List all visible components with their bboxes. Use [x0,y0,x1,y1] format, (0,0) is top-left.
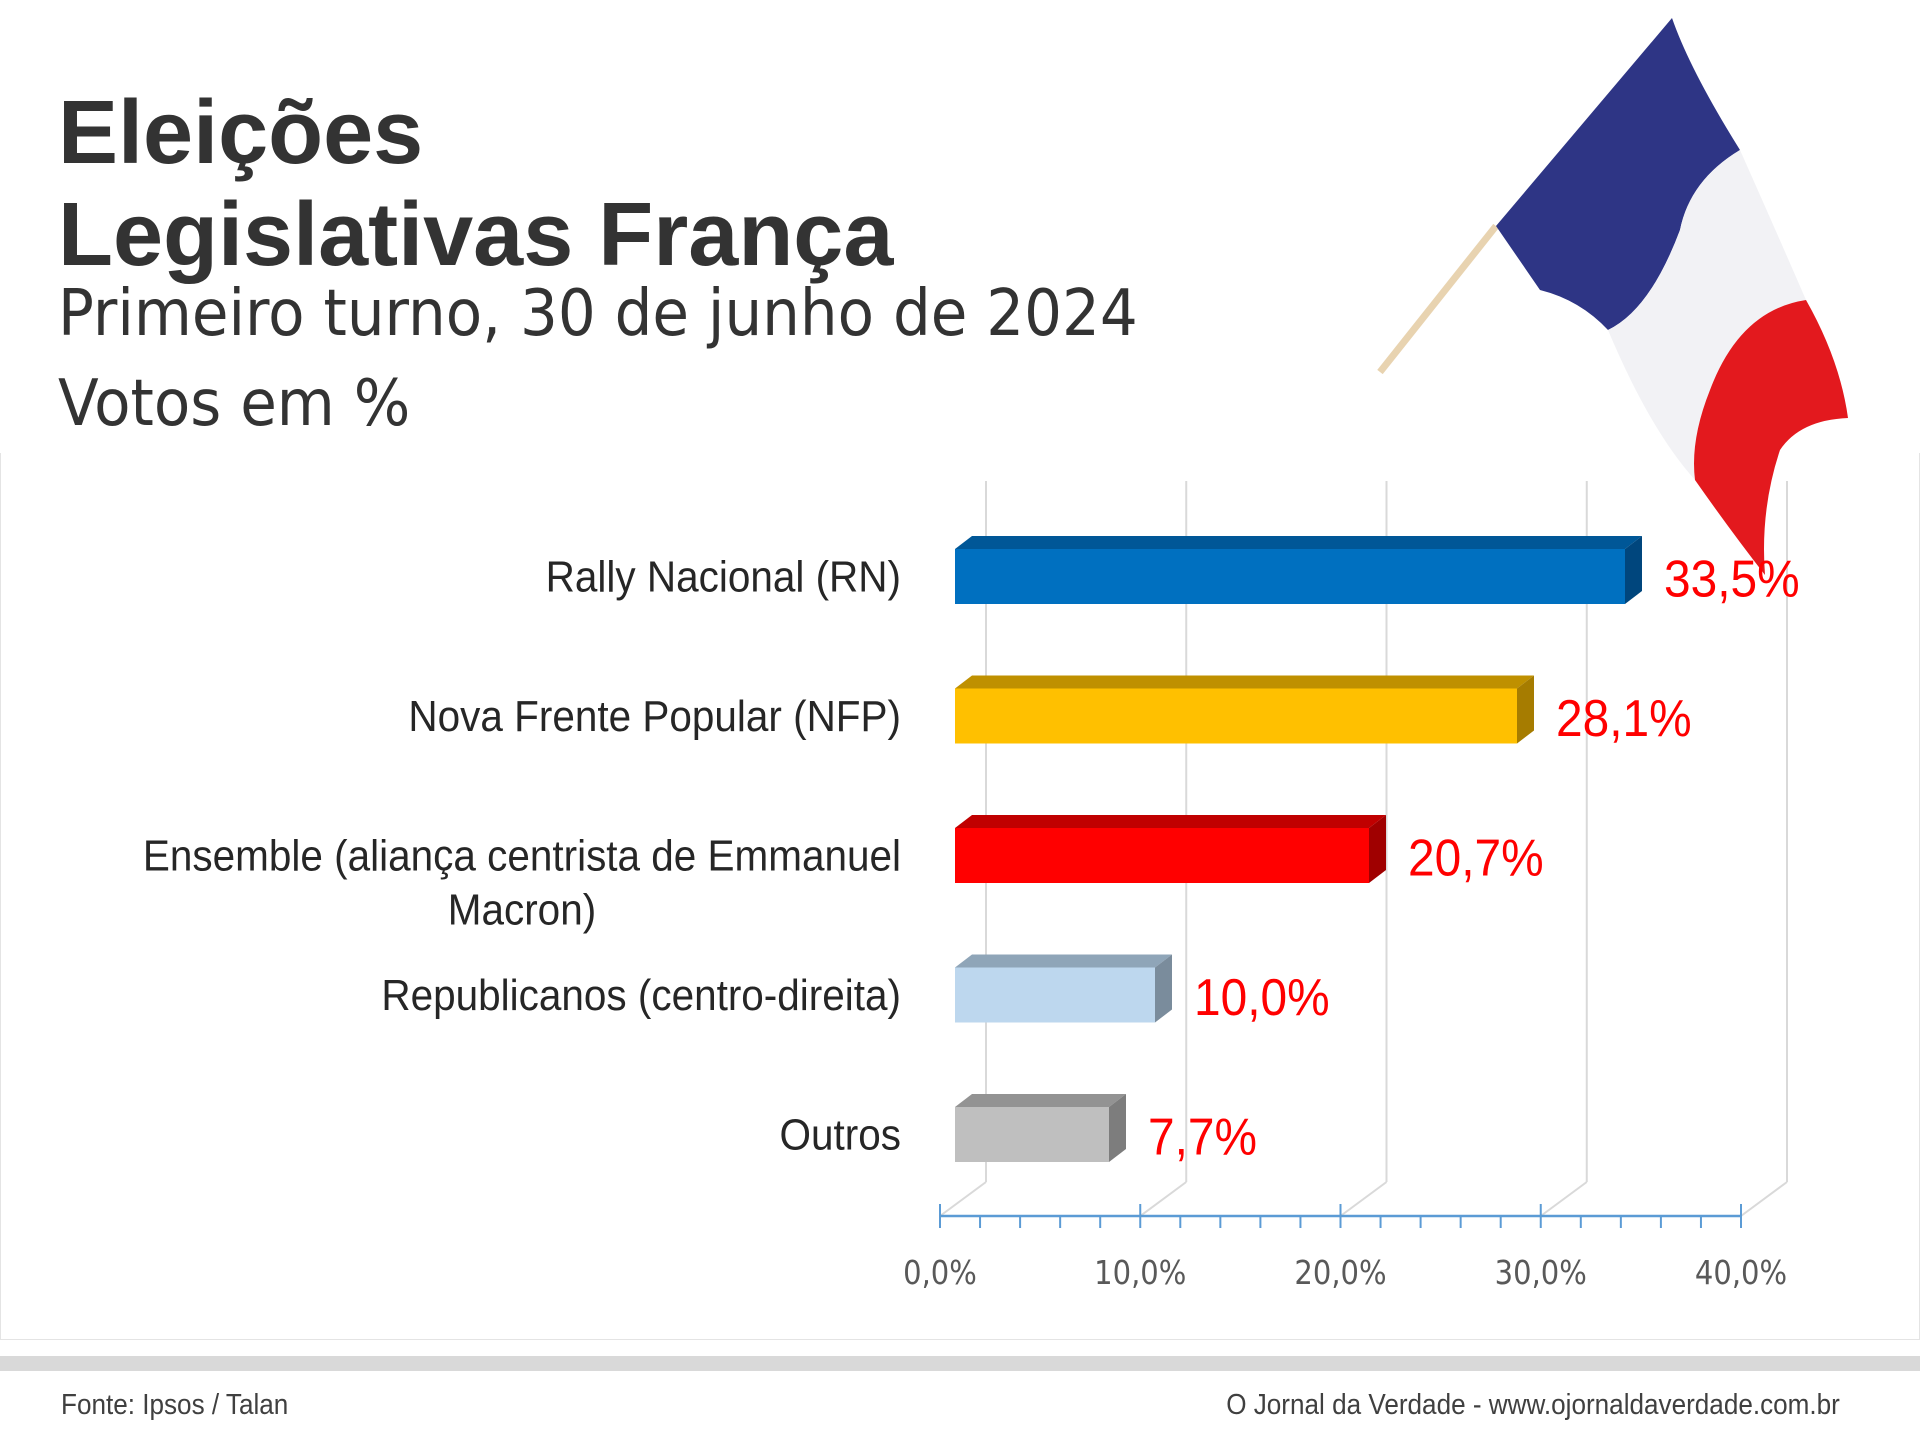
units-label: Votos em % [58,367,411,441]
bar-front-face [955,688,1517,744]
value-label: 28,1% [1556,689,1692,747]
bar-top-face [955,954,1172,968]
bar-top-face [955,1094,1126,1107]
category-label-line-2: Macron) [448,885,596,934]
bar-side-face [1155,954,1172,1023]
bar-4 [955,1094,1126,1162]
category-label: Ensemble (aliança centrista de Emmanuel [143,831,901,880]
bar-side-face [1369,815,1386,883]
category-label: Republicanos (centro-direita) [381,970,901,1019]
flag-red-stripe [1694,300,1848,575]
flag-white-stripe [1608,150,1806,480]
bar-0 [955,536,1642,604]
bar-top-face [955,536,1642,549]
x-tick-label: 10,0% [1094,1254,1186,1292]
value-label: 20,7% [1408,829,1544,887]
flag-pole [1377,223,1499,375]
floor-gridline [939,1181,987,1217]
x-tick-label: 20,0% [1294,1254,1386,1292]
category-label: Outros [780,1110,901,1159]
bar-3 [955,954,1172,1023]
category-label: Rally Nacional (RN) [546,552,901,601]
bar-top-face [955,815,1386,828]
flag-blue-stripe [1496,18,1740,330]
bar-top-face [955,675,1534,689]
bar-front-face [955,967,1155,1023]
x-tick-label: 0,0% [903,1254,977,1292]
title-line-1: Eleições [58,83,424,183]
source-credit: Fonte: Ipsos / Talan [61,1389,289,1421]
floor-gridline [1139,1181,1187,1217]
bars [955,536,1642,1162]
subtitle: Primeiro turno, 30 de junho de 2024 [58,277,1138,351]
bar-side-face [1109,1094,1126,1162]
floor-gridline [1740,1181,1788,1217]
value-label: 33,5% [1664,550,1800,608]
floor-gridline [1540,1181,1588,1217]
bar-front-face [955,1107,1109,1162]
publisher-credit: O Jornal da Verdade - www.ojornaldaverda… [1226,1389,1840,1421]
bar-side-face [1625,536,1642,604]
bar-front-face [955,828,1369,883]
x-axis: 0,0% 10,0% 20,0% 30,0% 40,0% [903,1204,1787,1292]
value-label: 7,7% [1148,1108,1257,1166]
title-line-2: Legislativas França [58,185,894,285]
x-tick-label: 30,0% [1495,1254,1587,1292]
floor-gridline [1339,1181,1388,1217]
bar-side-face [1517,675,1534,744]
category-label: Nova Frente Popular (NFP) [408,691,901,740]
france-flag-icon [1377,18,1848,575]
value-label: 10,0% [1194,968,1330,1026]
bar-front-face [955,549,1625,604]
footer-divider [0,1356,1920,1371]
x-tick-label: 40,0% [1695,1254,1787,1292]
labels: 33,5% Rally Nacional (RN) 28,1% Nova Frente… [143,550,1800,1166]
bar-2 [955,815,1386,883]
bar-1 [955,675,1534,744]
